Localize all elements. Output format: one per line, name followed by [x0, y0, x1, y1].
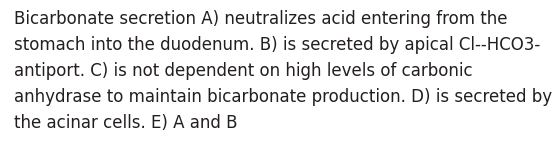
Text: stomach into the duodenum. B) is secreted by apical Cl--HCO3-: stomach into the duodenum. B) is secrete…	[14, 36, 540, 54]
Text: the acinar cells. E) A and B: the acinar cells. E) A and B	[14, 114, 238, 132]
Text: Bicarbonate secretion A) neutralizes acid entering from the: Bicarbonate secretion A) neutralizes aci…	[14, 10, 507, 28]
Text: anhydrase to maintain bicarbonate production. D) is secreted by: anhydrase to maintain bicarbonate produc…	[14, 88, 552, 106]
Text: antiport. C) is not dependent on high levels of carbonic: antiport. C) is not dependent on high le…	[14, 62, 473, 80]
